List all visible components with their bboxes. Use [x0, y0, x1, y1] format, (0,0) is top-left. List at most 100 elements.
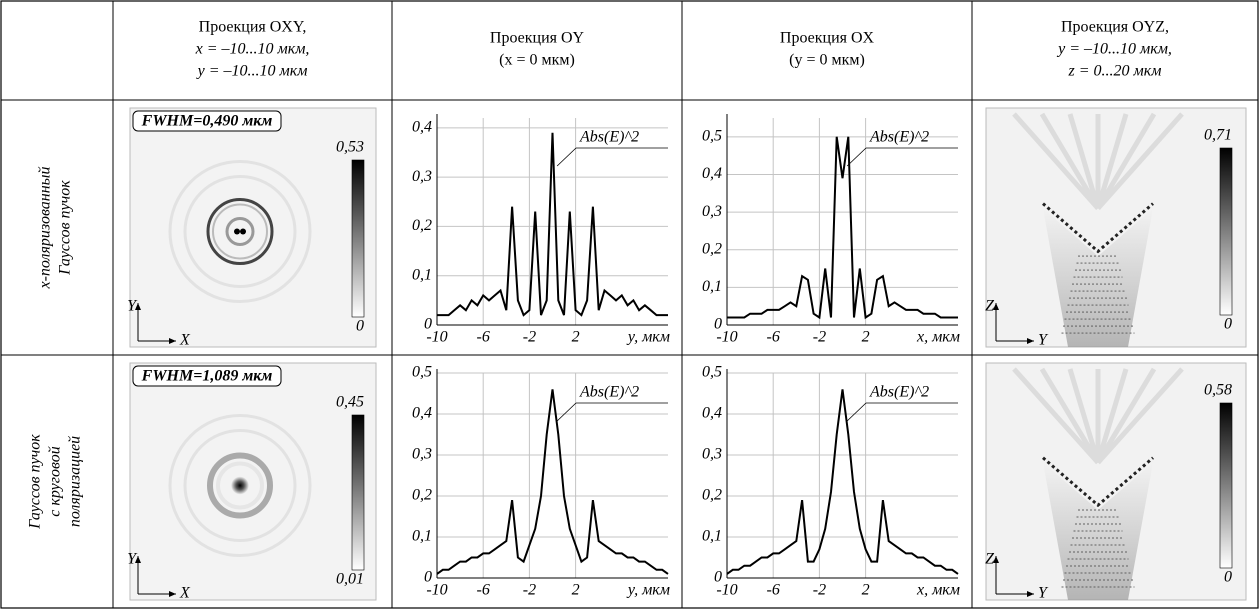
- light-ray: [1095, 113, 1129, 210]
- y-tick-label: 0,5: [702, 364, 722, 381]
- x-tick-label: -2: [813, 582, 826, 599]
- legend-label: Abs(E)^2: [869, 129, 929, 146]
- spot: [240, 228, 246, 235]
- fwhm-label: FWHM=0,490 мкм: [141, 113, 273, 130]
- legend-leader: [846, 147, 867, 167]
- y-tick-label: 0,5: [702, 127, 722, 144]
- axis-name: Y: [127, 298, 138, 315]
- x-tick-label: -2: [813, 329, 826, 346]
- y-tick-label: 0,3: [412, 168, 432, 185]
- light-ray: [1039, 112, 1101, 210]
- light-ray: [1012, 112, 1100, 211]
- y-tick-label: 0,2: [702, 487, 722, 504]
- ring: [212, 203, 268, 260]
- colorbar: [1219, 402, 1233, 569]
- x-axis-label: x, мкм: [916, 582, 960, 599]
- legend-leader: [556, 147, 577, 167]
- x-axis-label: x, мкм: [916, 329, 960, 346]
- ring: [207, 452, 273, 519]
- light-ray: [1012, 367, 1100, 465]
- y-tick-label: 0,1: [702, 528, 722, 545]
- light-ray: [1095, 112, 1157, 210]
- light-ray: [1095, 368, 1129, 464]
- light-ray: [1067, 368, 1101, 464]
- axis-name: Y: [1038, 585, 1049, 602]
- axis-name: Y: [1038, 332, 1049, 349]
- intensity-curve: [436, 389, 669, 575]
- faint-ring: [168, 160, 312, 303]
- column-header: Проекция OY: [490, 30, 585, 47]
- row-label: поляризацией: [67, 436, 84, 527]
- row-label: x-поляризованный: [37, 166, 54, 289]
- y-tick-label: 0,2: [702, 240, 722, 257]
- x-tick-label: 2: [862, 582, 870, 599]
- axis-name: Z: [985, 298, 995, 315]
- colorbar-min: 0: [356, 318, 364, 335]
- intensity-curve: [727, 136, 958, 320]
- y-tick-label: 0,3: [702, 203, 722, 220]
- y-tick-label: 0: [424, 316, 432, 333]
- intensity-curve: [726, 389, 959, 575]
- fwhm-box: [132, 365, 282, 387]
- spot: [234, 228, 240, 235]
- column-header: (y = 0 мкм): [789, 52, 865, 69]
- colorbar-min: 0,01: [336, 571, 364, 588]
- x-tick-label: 2: [572, 329, 580, 346]
- x-tick-label: -10: [426, 329, 447, 346]
- faint-ring: [183, 175, 297, 288]
- column-header: Проекция OYZ,: [1061, 19, 1169, 36]
- x-tick-label: -10: [716, 582, 737, 599]
- y-tick-label: 0,4: [412, 405, 432, 422]
- focus-v: [1042, 456, 1154, 508]
- x-tick-label: -10: [716, 329, 737, 346]
- x-tick-label: -6: [477, 329, 490, 346]
- axis-name: X: [179, 585, 191, 602]
- column-header: Проекция OX: [780, 30, 875, 47]
- light-ray: [1067, 113, 1101, 210]
- fwhm-label: FWHM=1,089 мкм: [141, 368, 273, 385]
- x-tick-label: 2: [572, 582, 580, 599]
- x-tick-label: -6: [767, 582, 780, 599]
- colorbar-max: 0,71: [1204, 127, 1232, 144]
- x-tick-label: 2: [862, 329, 870, 346]
- colorbar: [351, 159, 365, 318]
- legend-leader: [556, 402, 577, 422]
- legend-label: Abs(E)^2: [579, 384, 639, 401]
- y-tick-label: 0,1: [412, 528, 432, 545]
- x-tick-label: -2: [523, 582, 536, 599]
- column-header: y = –10...10 мкм: [196, 63, 308, 80]
- y-tick-label: 0,3: [412, 446, 432, 463]
- fwhm-box: [132, 110, 282, 132]
- legend-label: Abs(E)^2: [869, 384, 929, 401]
- colorbar-max: 0,53: [336, 139, 364, 156]
- colorbar-max: 0,58: [1204, 382, 1232, 399]
- row-label: Гауссов пучок: [27, 434, 44, 530]
- column-header: x = –10...10 мкм,: [195, 41, 310, 58]
- column-header: (x = 0 мкм): [499, 52, 575, 69]
- y-tick-label: 0,3: [702, 446, 722, 463]
- x-tick-label: -2: [523, 329, 536, 346]
- faint-ring: [183, 429, 297, 542]
- faint-ring: [168, 414, 312, 557]
- axis-name: Z: [985, 551, 995, 568]
- y-tick-label: 0,2: [412, 487, 432, 504]
- colorbar-min: 0: [1224, 316, 1232, 333]
- intensity-curve: [437, 132, 668, 317]
- axis-name: Y: [127, 551, 138, 568]
- column-header: y = –10...10 мкм,: [1056, 41, 1172, 58]
- y-tick-label: 0: [714, 569, 722, 586]
- x-tick-label: -6: [767, 329, 780, 346]
- x-tick-label: -10: [426, 582, 447, 599]
- y-tick-label: 0,1: [412, 266, 432, 283]
- column-header: Проекция OXY,: [199, 19, 307, 36]
- y-tick-label: 0,4: [702, 405, 722, 422]
- y-tick-label: 0,4: [412, 119, 432, 136]
- colorbar-min: 0: [1224, 569, 1232, 586]
- light-ray: [1096, 367, 1184, 465]
- focus-v: [1042, 202, 1154, 254]
- x-axis-label: y, мкм: [626, 582, 670, 599]
- y-tick-label: 0,4: [702, 165, 722, 182]
- colorbar: [351, 414, 365, 571]
